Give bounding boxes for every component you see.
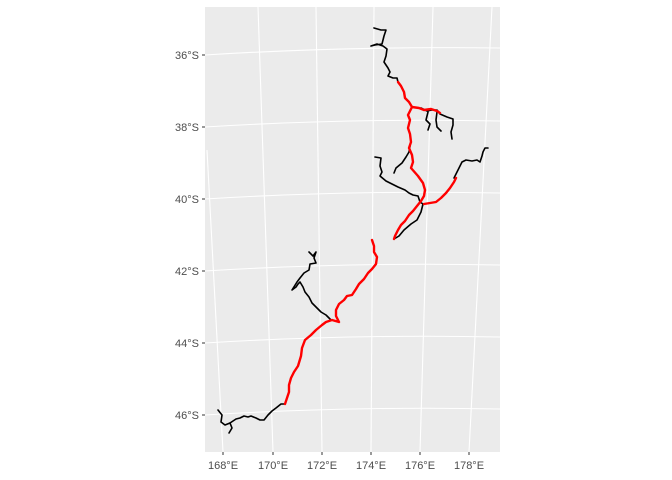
graticule-lat-36 [204,47,501,56]
highlighted-route [283,80,458,406]
network-line-bay-of-plenty [420,107,454,140]
graticule-lon-174 [370,6,375,453]
y-tick-label: 38°S [175,122,199,134]
graticule-lat-42 [204,263,501,272]
network-line-southland [217,403,286,426]
network-line-taranaki [374,156,424,205]
graticule-lat-46 [204,407,501,416]
graticule-lon-178 [468,6,493,453]
y-tick-label: 42°S [175,266,199,278]
network-line-rotorua [435,111,442,132]
graticule-lon-168 [206,149,224,453]
x-tick-label: 174°E [356,460,386,472]
graticule-lon-176 [419,6,434,453]
network-line-wairarapa [393,203,424,240]
y-axis-ticks [202,54,205,416]
x-axis-labels: 168°E 170°E 172°E 174°E 176°E 178°E [208,460,484,472]
x-tick-label: 168°E [208,460,238,472]
graticule-lat-44 [204,335,501,344]
network-lines [217,27,489,434]
x-tick-label: 170°E [258,460,288,472]
graticule-lon-172 [315,6,323,453]
x-tick-label: 176°E [405,460,435,472]
x-tick-label: 172°E [307,460,337,472]
network-line-gisborne [453,147,489,179]
map-panel [205,7,500,452]
graticule [204,6,501,453]
y-tick-label: 46°S [175,410,199,422]
graticule-lat-38 [204,119,501,128]
y-axis-labels: 36°S 38°S 40°S 42°S 44°S 46°S [175,50,199,422]
y-tick-label: 40°S [175,194,199,206]
route-east-link [422,176,458,206]
network-line-west-coast [291,251,332,321]
graticule-lon-170 [257,6,274,453]
y-tick-label: 36°S [175,50,199,62]
graticule-lat-40 [204,191,501,200]
network-line-bluff [228,422,233,434]
route-south-island [283,238,379,406]
x-tick-label: 178°E [454,460,484,472]
y-tick-label: 44°S [175,338,199,350]
network-line-northland [370,27,399,83]
x-axis-ticks [222,452,470,455]
route-north-island-main [392,105,427,241]
network-line-kawerau [425,111,431,131]
